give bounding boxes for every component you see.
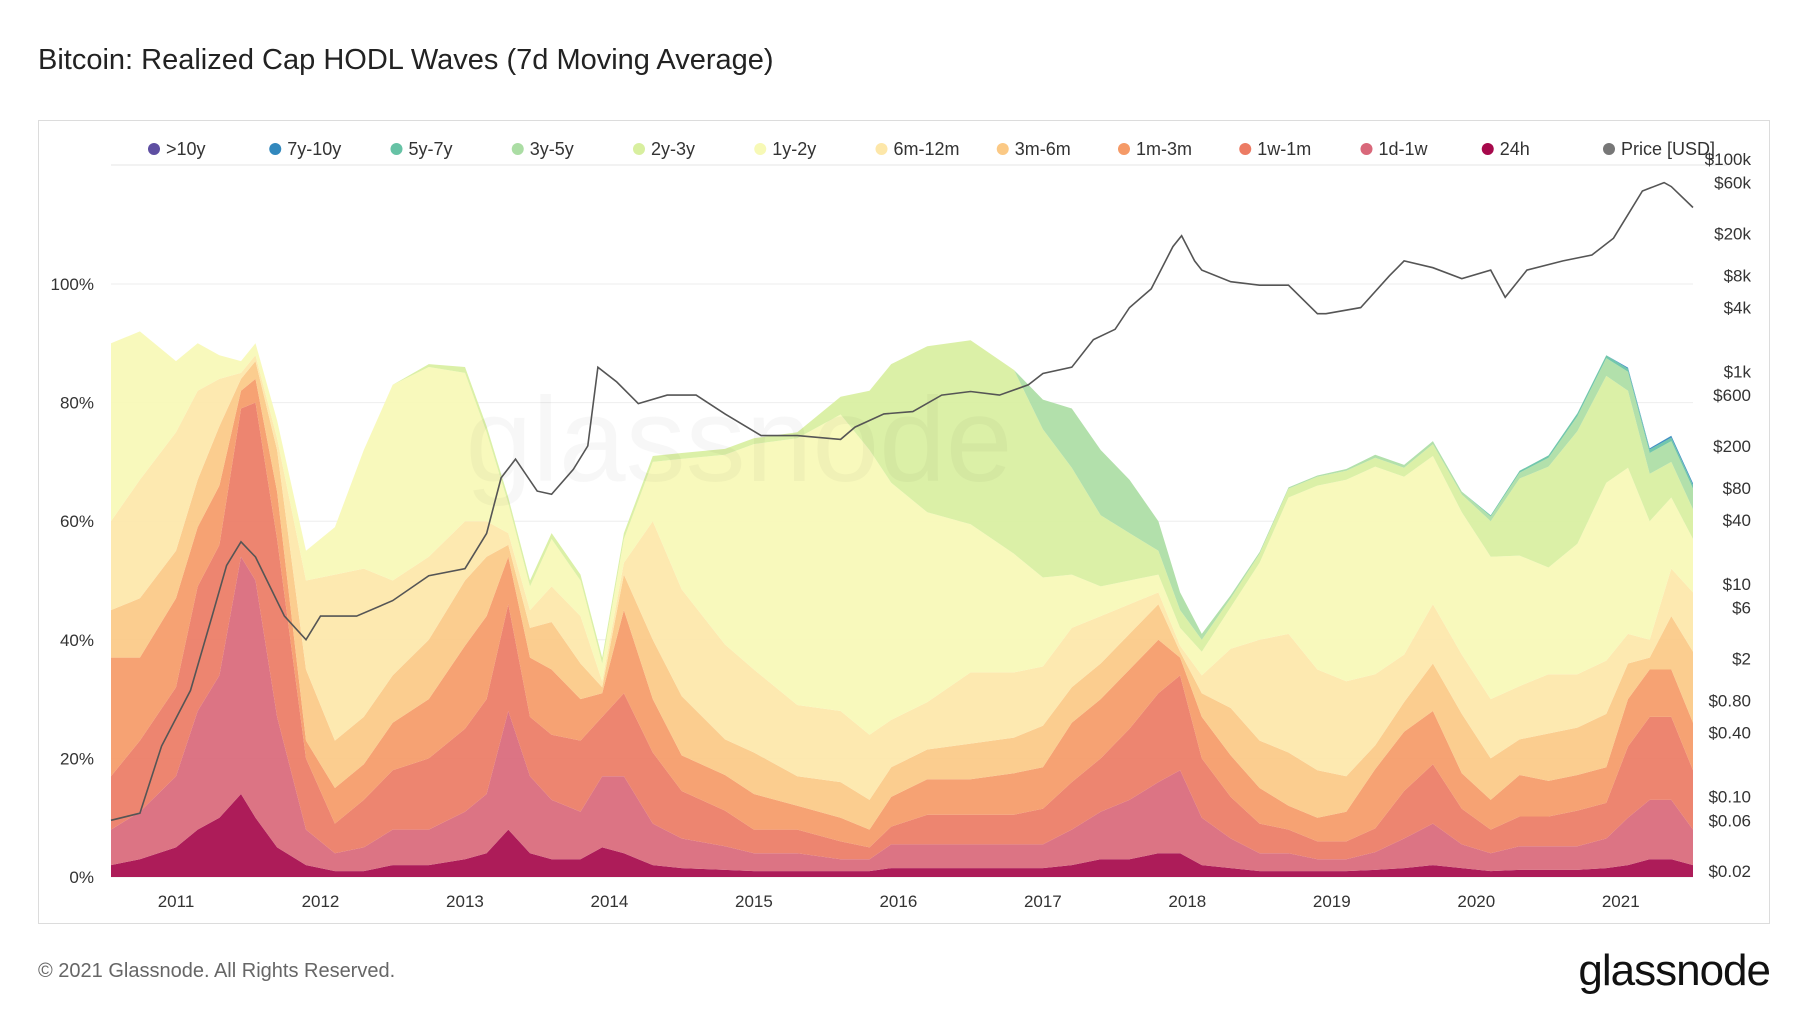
right-tick-label: $0.02 bbox=[1708, 862, 1751, 881]
legend-marker bbox=[511, 143, 524, 155]
legend-item-3[interactable]: 3y-5y bbox=[511, 139, 574, 159]
legend-item-9[interactable]: 1w-1m bbox=[1239, 139, 1311, 159]
x-tick-label: 2019 bbox=[1313, 892, 1351, 911]
legend-item-12[interactable]: Price [USD] bbox=[1603, 139, 1715, 159]
price-series bbox=[110, 181, 1694, 822]
legend-label: 2y-3y bbox=[651, 139, 695, 159]
wave-1m-3m bbox=[111, 378, 1693, 848]
legend-marker bbox=[633, 143, 645, 155]
legend-item-7[interactable]: 3m-6m bbox=[996, 139, 1071, 159]
legend-marker bbox=[1239, 143, 1252, 155]
legend-marker bbox=[754, 143, 767, 155]
right-tick-label: $100k bbox=[1705, 150, 1752, 169]
right-tick-label: $10 bbox=[1723, 575, 1751, 594]
legend-item-1[interactable]: 7y-10y bbox=[269, 139, 341, 159]
wave-24h bbox=[111, 794, 1693, 877]
left-axis: 0% 20% 40% 60% 80% 100% bbox=[51, 275, 94, 887]
legend-label: 1y-2y bbox=[772, 139, 816, 159]
legend-item-2[interactable]: 5y-7y bbox=[390, 139, 453, 159]
right-tick-label: $0.10 bbox=[1708, 788, 1751, 807]
legend-label: 1w-1m bbox=[1257, 139, 1311, 159]
legend-item-8[interactable]: 1m-3m bbox=[1118, 139, 1192, 159]
legend-marker bbox=[1481, 143, 1494, 155]
legend: >10y 7y-10y 5y-7y 3y-5y 2y-3y 1y-2y 6m-12m 3m-6… bbox=[148, 139, 1715, 159]
right-tick-label: $0.06 bbox=[1708, 811, 1751, 830]
x-tick-label: 2020 bbox=[1457, 892, 1495, 911]
legend-marker bbox=[996, 143, 1009, 155]
x-tick-label: 2017 bbox=[1024, 892, 1062, 911]
right-tick-label: $600 bbox=[1713, 386, 1751, 405]
right-tick-label: $8k bbox=[1724, 267, 1752, 286]
legend-label: 7y-10y bbox=[287, 139, 341, 159]
right-tick-label: $60k bbox=[1714, 174, 1751, 193]
legend-item-11[interactable]: 24h bbox=[1481, 139, 1530, 159]
copyright-footer: © 2021 Glassnode. All Rights Reserved. bbox=[38, 960, 396, 982]
x-tick-label: 2016 bbox=[879, 892, 917, 911]
right-tick-label: $40 bbox=[1723, 511, 1751, 530]
watermark: glassnode bbox=[465, 373, 1012, 507]
wave-1d-1w bbox=[111, 556, 1693, 872]
hodl-waves-chart: >10y 7y-10y 5y-7y 3y-5y 2y-3y 1y-2y 6m-12m 3m-6… bbox=[51, 139, 1752, 911]
left-tick-label: 20% bbox=[60, 749, 94, 768]
legend-marker bbox=[269, 143, 282, 155]
wave-1y-2y bbox=[111, 331, 1693, 735]
right-tick-label: $1k bbox=[1724, 363, 1752, 382]
chart-panel: >10y 7y-10y 5y-7y 3y-5y 2y-3y 1y-2y 6m-12m 3m-6… bbox=[38, 120, 1770, 924]
stacked-areas bbox=[111, 331, 1693, 877]
right-tick-label: $0.40 bbox=[1708, 724, 1751, 743]
left-tick-label: 80% bbox=[60, 394, 94, 413]
x-tick-label: 2011 bbox=[158, 892, 195, 911]
left-tick-label: 60% bbox=[60, 512, 94, 531]
legend-item-6[interactable]: 6m-12m bbox=[875, 139, 960, 159]
legend-label: Price [USD] bbox=[1621, 139, 1715, 159]
legend-label: >10y bbox=[166, 139, 206, 159]
wave-6m-12m bbox=[111, 355, 1693, 800]
legend-marker bbox=[148, 143, 160, 155]
price-line bbox=[110, 181, 1694, 822]
right-tick-label: $6 bbox=[1732, 599, 1751, 618]
right-tick-label: $2 bbox=[1732, 649, 1751, 668]
chart-title: Bitcoin: Realized Cap HODL Waves (7d Mov… bbox=[38, 44, 774, 76]
legend-item-5[interactable]: 1y-2y bbox=[754, 139, 816, 159]
legend-marker bbox=[1118, 143, 1130, 155]
right-tick-label: $0.80 bbox=[1708, 692, 1751, 711]
legend-marker bbox=[390, 143, 403, 155]
x-tick-label: 2021 bbox=[1602, 892, 1640, 911]
legend-item-4[interactable]: 2y-3y bbox=[633, 139, 695, 159]
legend-label: 1m-3m bbox=[1136, 139, 1192, 159]
wave-2y-3y bbox=[111, 331, 1693, 664]
legend-label: 3y-5y bbox=[530, 139, 574, 159]
legend-item-10[interactable]: 1d-1w bbox=[1360, 139, 1429, 159]
x-tick-label: 2014 bbox=[591, 892, 629, 911]
x-tick-label: 2015 bbox=[735, 892, 773, 911]
left-tick-label: 100% bbox=[51, 275, 94, 294]
right-tick-label: $4k bbox=[1724, 299, 1752, 318]
legend-label: 1d-1w bbox=[1379, 139, 1429, 159]
legend-label: 5y-7y bbox=[409, 139, 453, 159]
right-axis: $0.02 $0.06 $0.10 $0.40 $0.80 $2 $6 $10 $40 $80 $2… bbox=[1705, 150, 1752, 881]
glassnode-logo: glassnode bbox=[1578, 946, 1771, 995]
x-tick-label: 2013 bbox=[446, 892, 484, 911]
right-tick-label: $20k bbox=[1714, 224, 1751, 243]
x-axis: 2011 2012 2013 2014 2015 2016 2017 2018 2019 2020… bbox=[158, 892, 1640, 911]
x-tick-label: 2012 bbox=[302, 892, 340, 911]
legend-marker bbox=[1360, 143, 1373, 155]
x-tick-label: 2018 bbox=[1168, 892, 1206, 911]
right-tick-label: $80 bbox=[1723, 479, 1751, 498]
legend-marker bbox=[875, 143, 888, 155]
legend-label: 24h bbox=[1500, 139, 1530, 159]
legend-label: 6m-12m bbox=[894, 139, 960, 159]
left-tick-label: 40% bbox=[60, 631, 94, 650]
right-tick-label: $200 bbox=[1713, 437, 1751, 456]
left-tick-label: 0% bbox=[69, 868, 94, 887]
legend-item-0[interactable]: >10y bbox=[148, 139, 206, 159]
legend-marker bbox=[1603, 143, 1615, 155]
legend-label: 3m-6m bbox=[1015, 139, 1071, 159]
